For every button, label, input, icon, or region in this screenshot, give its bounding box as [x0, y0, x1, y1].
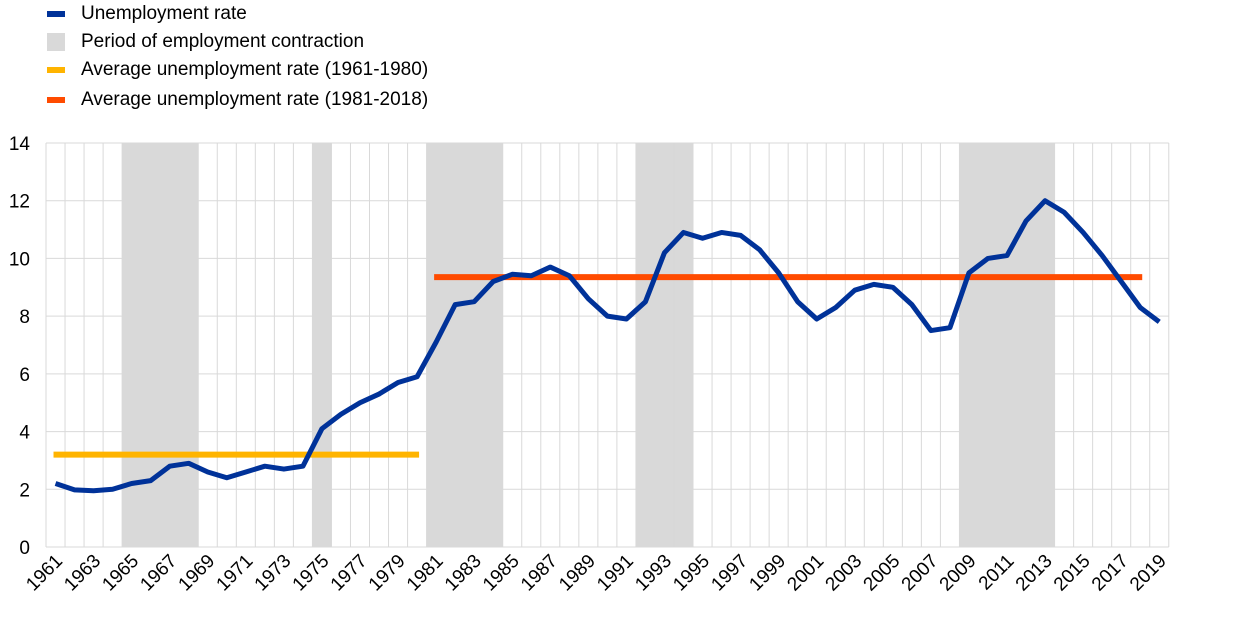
legend-avg-1981-2018: Average unemployment rate (1981-2018): [47, 86, 428, 114]
x-tick-label: 1999: [745, 551, 790, 596]
legend-avg-1961-1980: Average unemployment rate (1961-1980): [47, 56, 428, 84]
x-tick-label: 2009: [936, 551, 981, 596]
x-tick-label: 1991: [593, 551, 638, 596]
x-tick-label: 1989: [555, 551, 600, 596]
x-tick-label: 1969: [175, 551, 220, 596]
legend-swatch: [47, 97, 65, 103]
legend-label: Average unemployment rate (1981-2018): [81, 89, 429, 110]
y-tick-label: 14: [9, 134, 31, 155]
contraction-band: [635, 143, 694, 547]
x-tick-label: 1977: [327, 551, 372, 596]
legend-swatch: [47, 33, 65, 51]
x-tick-label: 2007: [898, 551, 943, 596]
x-tick-label: 1965: [98, 551, 143, 596]
legend-contraction: Period of employment contraction: [47, 28, 364, 56]
x-tick-label: 2005: [860, 551, 905, 596]
x-tick-label: 1997: [707, 551, 752, 596]
legend-swatch: [47, 11, 65, 17]
legend-swatch: [47, 67, 65, 73]
y-tick-label: 0: [19, 538, 30, 559]
x-tick-label: 1975: [289, 551, 334, 596]
x-tick-label: 1987: [517, 551, 562, 596]
x-tick-label: 1985: [479, 551, 524, 596]
x-tick-label: 2013: [1012, 551, 1057, 596]
x-tick-label: 2011: [975, 551, 1019, 595]
legend-label: Unemployment rate: [81, 3, 247, 24]
contraction-band: [312, 143, 332, 547]
y-tick-label: 2: [19, 480, 30, 501]
x-tick-label: 1967: [136, 551, 181, 596]
legend-unemployment-rate: Unemployment rate: [47, 0, 247, 28]
x-tick-label: 1979: [365, 551, 410, 596]
y-tick-label: 10: [9, 249, 30, 270]
x-tick-label: 2017: [1088, 551, 1133, 596]
y-tick-label: 4: [19, 423, 30, 444]
y-tick-label: 6: [19, 365, 30, 386]
x-tick-label: 1983: [441, 551, 486, 596]
x-tick-label: 1993: [631, 551, 676, 596]
x-tick-label: 1995: [669, 551, 714, 596]
x-tick-label: 1981: [403, 551, 448, 596]
x-tick-label: 2015: [1050, 551, 1095, 596]
y-tick-label: 8: [19, 307, 30, 328]
x-tick-label: 2001: [784, 551, 829, 596]
legend-label: Average unemployment rate (1961-1980): [81, 59, 429, 80]
legend-label: Period of employment contraction: [81, 31, 365, 52]
x-tick-label: 2003: [822, 551, 867, 596]
x-tick-label: 1971: [213, 551, 258, 596]
x-tick-label: 1963: [60, 551, 105, 596]
x-tick-label: 1973: [251, 551, 296, 596]
x-tick-label: 2019: [1126, 551, 1171, 596]
y-tick-label: 12: [9, 192, 30, 213]
